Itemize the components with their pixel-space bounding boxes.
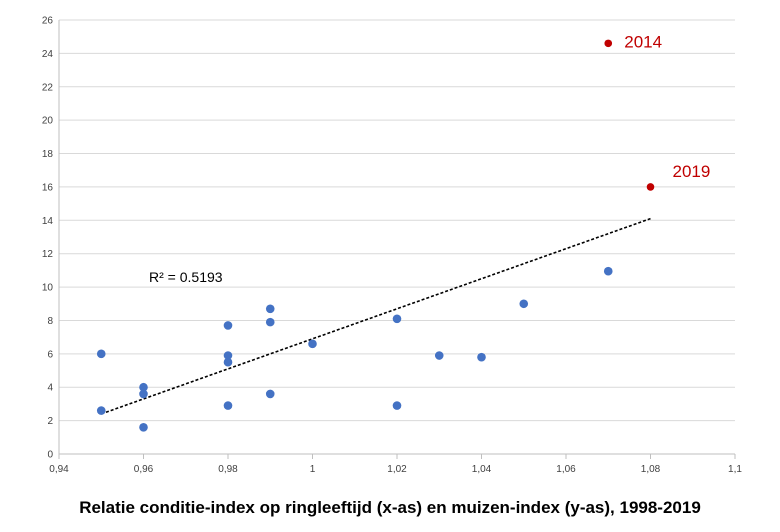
data-point	[308, 339, 317, 349]
y-tick-label: 24	[42, 49, 54, 60]
y-tick-label: 2	[47, 416, 53, 427]
data-point	[223, 357, 233, 367]
data-point	[392, 401, 402, 410]
x-tick-label: 1,02	[387, 464, 407, 475]
data-point	[139, 382, 148, 392]
x-tick-label: 0,98	[218, 464, 238, 475]
y-tick-label: 8	[47, 316, 53, 327]
data-point	[265, 317, 275, 327]
x-tick-label: 0,96	[134, 464, 154, 475]
data-point	[96, 349, 106, 359]
data-point	[265, 304, 275, 314]
y-tick-label: 12	[42, 249, 54, 260]
x-tick-label: 1,08	[641, 464, 661, 475]
trendline	[100, 217, 651, 415]
data-points	[96, 39, 655, 432]
highlighted-data-point	[646, 183, 655, 191]
y-tick-label: 10	[42, 283, 54, 294]
data-point	[223, 351, 233, 360]
data-point	[139, 389, 148, 399]
y-tick-label: 4	[47, 383, 53, 394]
data-point	[265, 389, 275, 399]
data-point	[477, 352, 486, 362]
data-point	[603, 266, 613, 276]
data-point	[519, 299, 529, 309]
r-squared-label: R² = 0.5193	[149, 269, 223, 285]
x-tick-label: 1,1	[728, 464, 742, 475]
x-tick-label: 1,06	[556, 464, 576, 475]
x-tick-label: 1,04	[472, 464, 492, 475]
y-tick-label: 26	[42, 16, 54, 27]
data-point	[392, 314, 402, 324]
data-point	[96, 406, 106, 415]
x-tick-label: 0,94	[49, 464, 69, 475]
highlighted-data-point	[604, 39, 613, 48]
data-point	[139, 422, 148, 432]
y-tick-label: 16	[42, 182, 54, 193]
data-point	[223, 401, 233, 410]
y-tick-label: 18	[42, 149, 54, 160]
data-point	[223, 321, 233, 330]
y-tick-label: 14	[42, 216, 54, 227]
year-annotation: 2019	[673, 162, 711, 181]
year-annotation: 2014	[624, 32, 662, 51]
y-tick-label: 6	[47, 349, 53, 360]
data-point	[434, 351, 444, 360]
trendline-group	[100, 217, 651, 415]
chart-caption: Relatie conditie-index op ringleeftijd (…	[79, 498, 701, 517]
chart-labels: 2014 2019 R² = 0.5193	[149, 32, 710, 285]
x-tick-label: 1	[310, 464, 316, 475]
y-tick-label: 20	[42, 116, 54, 127]
y-tick-label: 22	[42, 82, 54, 93]
y-tick-label: 0	[47, 450, 53, 461]
gridlines	[59, 19, 735, 422]
